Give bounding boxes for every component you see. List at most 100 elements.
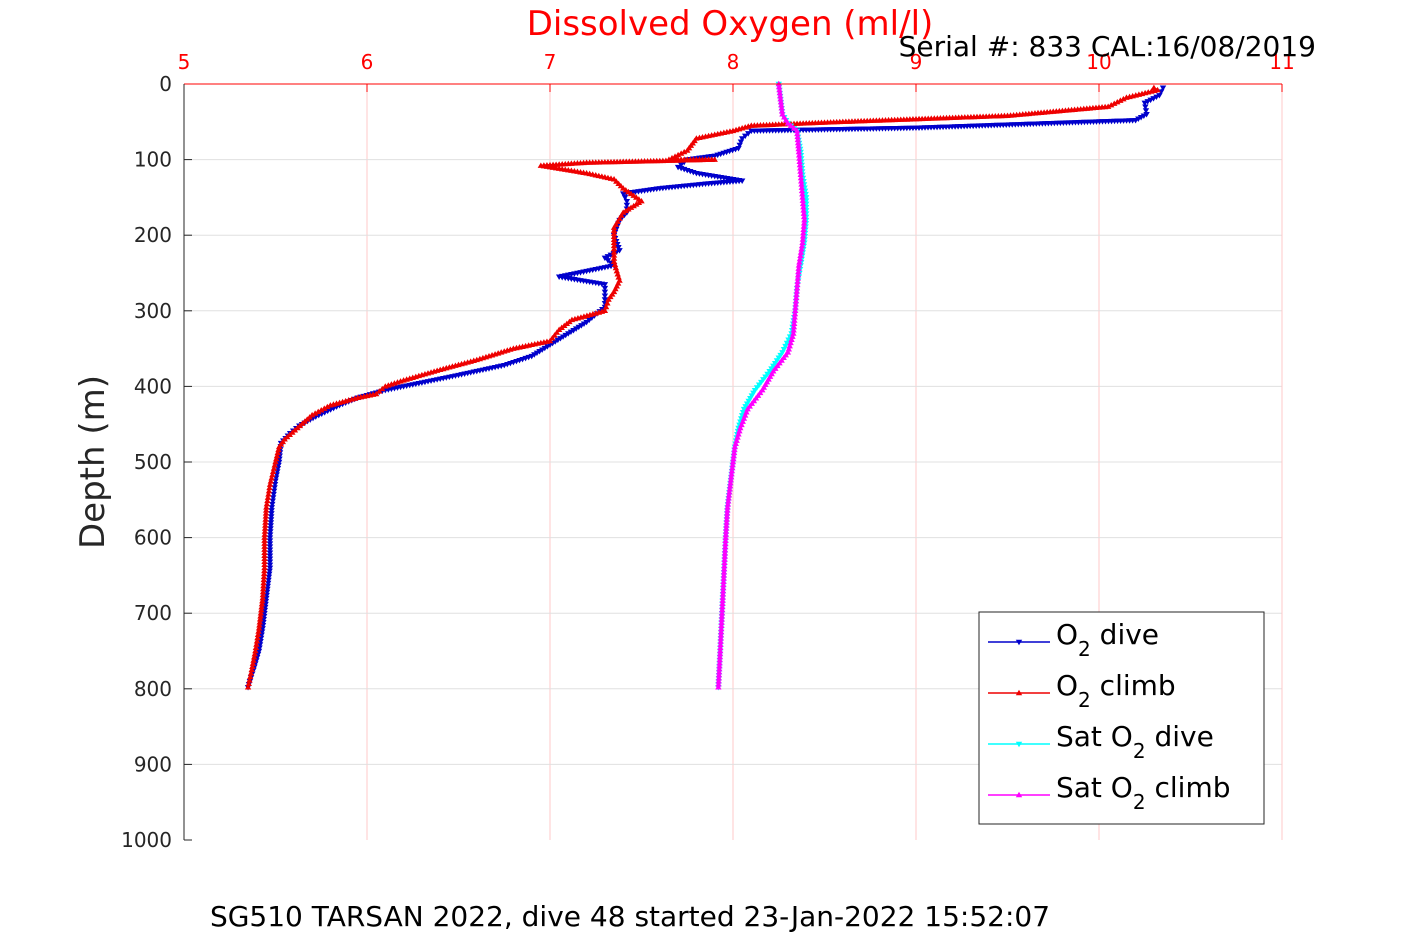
data-point xyxy=(248,666,255,673)
data-point xyxy=(260,579,267,586)
data-point xyxy=(261,546,268,552)
data-point xyxy=(799,194,806,200)
data-point xyxy=(789,333,796,339)
y-tick-label: 0 xyxy=(159,72,172,96)
data-point xyxy=(257,610,265,616)
data-point xyxy=(268,505,276,511)
data-point xyxy=(267,478,274,484)
data-point xyxy=(546,342,554,349)
y-tick-label: 600 xyxy=(134,526,172,550)
data-point xyxy=(721,550,729,556)
data-point xyxy=(620,191,627,197)
data-point xyxy=(567,329,575,336)
data-point xyxy=(795,152,803,158)
data-point xyxy=(720,584,727,591)
data-point xyxy=(717,638,724,644)
data-point xyxy=(718,619,725,625)
data-point xyxy=(798,178,805,184)
data-point xyxy=(728,470,735,477)
data-point xyxy=(623,202,631,209)
data-point xyxy=(259,597,266,604)
data-point xyxy=(261,567,268,574)
data-point xyxy=(803,201,810,208)
data-point xyxy=(260,576,267,583)
data-point xyxy=(720,569,728,575)
data-point xyxy=(266,553,274,559)
data-point xyxy=(778,101,785,108)
data-point xyxy=(1143,112,1150,118)
data-point xyxy=(793,294,800,301)
data-point xyxy=(376,388,383,394)
data-point xyxy=(254,631,262,638)
data-point xyxy=(580,321,588,327)
data-point xyxy=(253,638,261,644)
data-point xyxy=(268,511,275,517)
data-point xyxy=(792,301,799,307)
data-point xyxy=(716,650,724,657)
data-point xyxy=(777,92,784,99)
data-point xyxy=(604,254,612,260)
data-point xyxy=(795,265,802,271)
data-point xyxy=(721,559,728,566)
data-point xyxy=(734,434,741,440)
data-point xyxy=(717,635,724,641)
data-point xyxy=(379,385,386,392)
data-point xyxy=(799,197,807,203)
data-point xyxy=(720,575,727,581)
data-point xyxy=(793,284,801,291)
data-point xyxy=(257,613,264,619)
data-point xyxy=(261,531,268,537)
data-point xyxy=(252,644,260,650)
data-point xyxy=(799,233,807,239)
data-point xyxy=(570,328,577,334)
data-point xyxy=(796,255,804,262)
data-point xyxy=(719,603,726,610)
data-point xyxy=(601,297,609,303)
data-point xyxy=(730,455,737,462)
data-point xyxy=(738,136,746,142)
legend-label: O2 dive xyxy=(1056,618,1159,661)
data-point xyxy=(717,632,725,638)
data-point xyxy=(722,528,730,534)
data-point xyxy=(785,346,793,352)
data-point xyxy=(261,540,268,546)
data-point xyxy=(610,249,618,255)
data-point xyxy=(261,552,268,558)
y-tick-label: 100 xyxy=(134,148,172,172)
data-point xyxy=(266,547,274,553)
data-point xyxy=(716,653,724,660)
data-point xyxy=(601,293,609,299)
legend-marker xyxy=(1015,741,1023,748)
data-point xyxy=(575,324,582,331)
data-point xyxy=(578,323,585,329)
data-point xyxy=(722,534,729,540)
data-point xyxy=(259,591,267,598)
data-point xyxy=(723,516,730,522)
data-point xyxy=(731,446,738,453)
data-point xyxy=(261,534,268,540)
data-point xyxy=(800,220,808,226)
data-point xyxy=(726,489,733,495)
data-point xyxy=(275,446,282,453)
data-point xyxy=(729,464,736,471)
data-point xyxy=(791,317,798,323)
data-point xyxy=(718,613,726,619)
data-point xyxy=(615,274,622,280)
data-point xyxy=(794,275,802,281)
data-point xyxy=(719,600,726,606)
data-point xyxy=(786,342,793,349)
data-point xyxy=(274,449,281,456)
data-point xyxy=(623,198,631,205)
data-point xyxy=(732,440,739,446)
data-point xyxy=(265,491,272,497)
data-point xyxy=(723,513,731,519)
data-point xyxy=(324,403,331,410)
data-point xyxy=(250,654,258,660)
data-point xyxy=(601,282,609,288)
data-point xyxy=(1141,100,1148,107)
data-point xyxy=(266,484,273,491)
data-point xyxy=(315,408,322,415)
data-point xyxy=(1140,113,1148,119)
dive-caption: SG510 TARSAN 2022, dive 48 started 23-Ja… xyxy=(210,900,1050,933)
data-point xyxy=(777,95,784,102)
